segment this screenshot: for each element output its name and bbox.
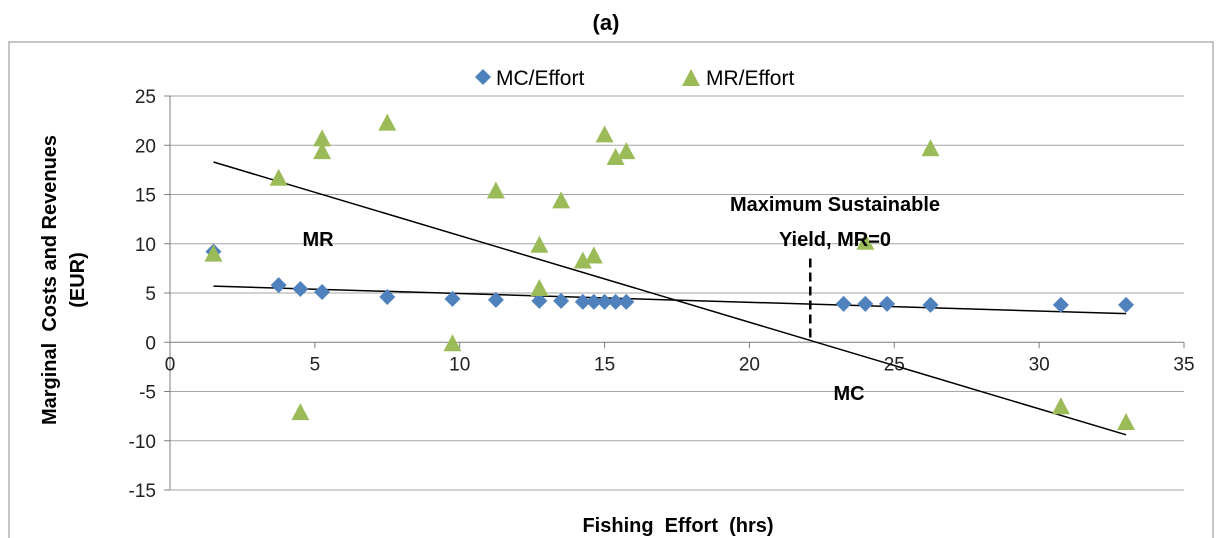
mc-point — [922, 296, 939, 313]
y-tick-label: -15 — [129, 481, 156, 502]
mr-point — [530, 235, 549, 253]
y-tick-label: 5 — [145, 284, 156, 305]
mc-point — [596, 293, 613, 310]
mr-point — [595, 125, 614, 143]
x-tick-label: 25 — [884, 354, 905, 375]
x-tick-label: 5 — [310, 354, 321, 375]
mr-point — [1117, 413, 1136, 431]
mr-point — [584, 246, 603, 264]
mc-point — [292, 281, 309, 298]
msy-annotation-line1: Maximum Sustainable — [730, 194, 940, 216]
y-tick-label: 15 — [135, 186, 156, 207]
mr-point — [291, 403, 310, 421]
y-tick-labels: 25 20 15 10 5 0 -5 -10 -15 — [129, 87, 156, 502]
mr-point — [617, 142, 636, 160]
y-tick-label: 25 — [135, 87, 156, 108]
legend-mc-label: MC/Effort — [496, 67, 584, 90]
mr-point — [313, 142, 332, 160]
x-tick-label: 35 — [1173, 354, 1194, 375]
trendline-mr — [213, 161, 1127, 436]
mc-point — [531, 292, 548, 309]
mr-point — [1051, 397, 1070, 415]
x-tick-label: 15 — [594, 354, 615, 375]
gridlines — [170, 95, 1184, 491]
y-tick-label: -5 — [139, 383, 156, 404]
axes — [164, 95, 1185, 491]
mc-point — [553, 292, 570, 309]
mr-point — [378, 113, 397, 131]
mr-point — [573, 251, 592, 269]
y-tick-label: 0 — [145, 333, 156, 354]
mc-point — [879, 295, 896, 312]
y-tick-label: 10 — [135, 235, 156, 256]
mc-point — [1118, 296, 1135, 313]
trendlines — [213, 161, 1127, 436]
legend-mc-marker — [475, 69, 491, 85]
mr-point — [552, 191, 571, 209]
mc-point — [607, 293, 624, 310]
mr-point — [606, 148, 625, 166]
mc-point — [574, 293, 591, 310]
y-tick-label: -10 — [129, 432, 156, 453]
x-axis-title: Fishing Effort (hrs) — [582, 515, 773, 537]
mc-point — [270, 277, 287, 294]
y-tick-label: 20 — [135, 136, 156, 157]
chart-title: (a) — [593, 10, 620, 35]
x-tick-label: 10 — [449, 354, 470, 375]
legend: MC/Effort MR/Effort — [475, 67, 794, 90]
mr-point — [204, 244, 223, 262]
mc-point — [835, 295, 852, 312]
mc-point — [857, 295, 874, 312]
mr-point — [443, 334, 462, 352]
mc-point — [1052, 296, 1069, 313]
mr-annotation: MR — [302, 229, 334, 251]
x-tick-label: 0 — [165, 354, 176, 375]
mc-point — [487, 291, 504, 308]
trendline-mc — [213, 285, 1127, 315]
mc-annotation: MC — [833, 383, 864, 405]
chart-frame — [8, 41, 1214, 538]
mc-point — [585, 293, 602, 310]
mc-point — [444, 290, 461, 307]
x-tick-label: 30 — [1029, 354, 1050, 375]
y-axis-title-line1: Marginal Costs and Revenues — [39, 135, 61, 425]
x-tick-label: 20 — [739, 354, 760, 375]
legend-mr-marker — [682, 69, 700, 86]
y-axis-title-line2: (EUR) — [67, 252, 89, 308]
mr-point — [486, 181, 505, 199]
mr-point — [269, 168, 288, 186]
mr-point — [856, 232, 875, 250]
legend-mr-label: MR/Effort — [706, 67, 794, 90]
mr-point — [921, 139, 940, 157]
mr-point — [313, 129, 332, 147]
data-points — [204, 113, 1136, 431]
x-tick-labels: 0 5 10 15 20 25 30 35 — [165, 354, 1195, 375]
mc-point — [379, 288, 396, 305]
mr-point — [530, 279, 549, 297]
msy-annotation-line2: Yield, MR=0 — [779, 229, 891, 251]
mc-point — [314, 284, 331, 301]
mc-point — [618, 293, 635, 310]
